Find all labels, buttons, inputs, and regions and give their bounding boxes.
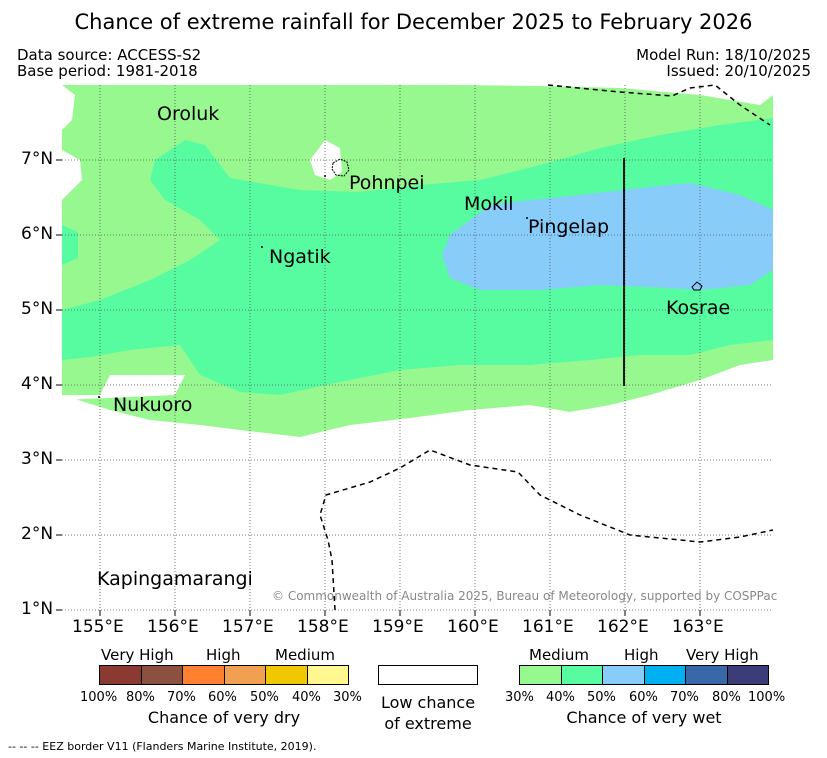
wet-header-very-high: Very High <box>686 646 759 664</box>
dry-header-very-high: Very High <box>101 646 174 664</box>
place-pohnpei: Pohnpei <box>349 172 425 194</box>
place-pingelap: Pingelap <box>528 216 610 238</box>
lat-label: 7°N <box>21 149 54 169</box>
dry-swatch <box>183 666 225 684</box>
axis-ticks <box>56 159 701 616</box>
lat-label: 3°N <box>21 449 54 469</box>
issued-date: Issued: 20/10/2025 <box>666 62 811 80</box>
lon-label: 159°E <box>372 617 424 637</box>
wet-pct: 70% <box>670 690 699 705</box>
dry-pct: 50% <box>250 690 279 705</box>
lat-label: 1°N <box>21 599 54 619</box>
lat-label: 6°N <box>21 224 54 244</box>
lon-label: 161°E <box>522 617 574 637</box>
eez-border <box>319 84 774 611</box>
wet-swatch <box>561 666 603 684</box>
region-low-patch <box>62 85 75 130</box>
wet-pct: 100% <box>748 690 786 705</box>
place-mokil: Mokil <box>464 193 514 215</box>
ngatik-island-icon <box>261 246 263 248</box>
place-oroluk: Oroluk <box>157 103 220 125</box>
lon-label: 156°E <box>147 617 199 637</box>
wet-header-high: High <box>624 646 659 664</box>
lon-label: 155°E <box>72 617 124 637</box>
lon-label: 158°E <box>297 617 349 637</box>
dry-color-scale <box>99 665 349 685</box>
low-chance-swatch <box>378 665 478 685</box>
mokil-island-icon <box>526 217 528 219</box>
wet-color-scale <box>519 665 769 685</box>
dry-swatch <box>141 666 183 684</box>
nukuoro-island-icon <box>98 396 100 398</box>
pohnpei-island-icon <box>331 158 350 177</box>
base-period: Base period: 1981-2018 <box>17 62 198 80</box>
wet-pct: 30% <box>505 690 534 705</box>
place-kosrae: Kosrae <box>666 297 731 319</box>
lon-label: 162°E <box>597 617 649 637</box>
dry-pct: 100% <box>80 690 118 705</box>
probability-regions <box>62 85 773 437</box>
kosrae-island-icon <box>691 281 703 291</box>
wet-header-medium: Medium <box>529 646 589 664</box>
map-title: Chance of extreme rainfall for December … <box>74 10 753 34</box>
eez-border-line <box>319 449 774 611</box>
dry-pct: 80% <box>126 690 155 705</box>
region-high-wet <box>62 118 773 395</box>
wet-pct: 50% <box>587 690 616 705</box>
lat-label: 4°N <box>21 374 54 394</box>
eez-note: -- -- -- EEZ border V11 (Flanders Marine… <box>8 740 317 753</box>
lon-label: 157°E <box>222 617 274 637</box>
region-low-patch <box>62 150 82 200</box>
wet-swatch <box>520 666 562 684</box>
dry-pct: 40% <box>292 690 321 705</box>
wet-pct: 80% <box>712 690 741 705</box>
wet-pct: 40% <box>546 690 575 705</box>
dry-swatch <box>100 666 142 684</box>
region-high-wet <box>62 225 78 265</box>
wet-swatch <box>686 666 728 684</box>
copyright-notice: © Commonwealth of Australia 2025, Bureau… <box>272 589 778 603</box>
lon-label: 163°E <box>672 617 724 637</box>
eez-border-line <box>547 84 771 126</box>
lat-lon-grid <box>62 85 773 611</box>
wet-swatch <box>603 666 645 684</box>
wet-swatch <box>644 666 686 684</box>
region-low-patch <box>62 375 185 400</box>
pohnpei-atoll-icon <box>324 175 326 177</box>
region-low-patch <box>460 85 773 105</box>
dry-pct: 30% <box>333 690 362 705</box>
place-kapingamarangi: Kapingamarangi <box>97 568 253 590</box>
data-source: Data source: ACCESS-S2 <box>17 46 202 64</box>
dry-caption: Chance of very dry <box>147 708 301 727</box>
place-ngatik: Ngatik <box>269 246 331 268</box>
wet-pct: 60% <box>629 690 658 705</box>
dry-swatch <box>307 666 348 684</box>
dry-swatch <box>266 666 308 684</box>
region-very-high-wet <box>442 183 773 290</box>
wet-swatch <box>727 666 768 684</box>
dry-header-medium: Medium <box>275 646 335 664</box>
model-run: Model Run: 18/10/2025 <box>636 46 811 64</box>
lat-label: 5°N <box>21 299 54 319</box>
dry-pct: 60% <box>208 690 237 705</box>
dry-swatch <box>224 666 266 684</box>
low-chance-line2: of extreme <box>384 714 472 733</box>
low-chance-line1: Low chance <box>380 693 476 712</box>
dry-header-high: High <box>206 646 241 664</box>
place-nukuoro: Nukuoro <box>113 394 193 416</box>
wet-caption: Chance of very wet <box>566 708 722 727</box>
lon-label: 160°E <box>447 617 499 637</box>
dry-pct: 70% <box>167 690 196 705</box>
lat-label: 2°N <box>21 524 54 544</box>
